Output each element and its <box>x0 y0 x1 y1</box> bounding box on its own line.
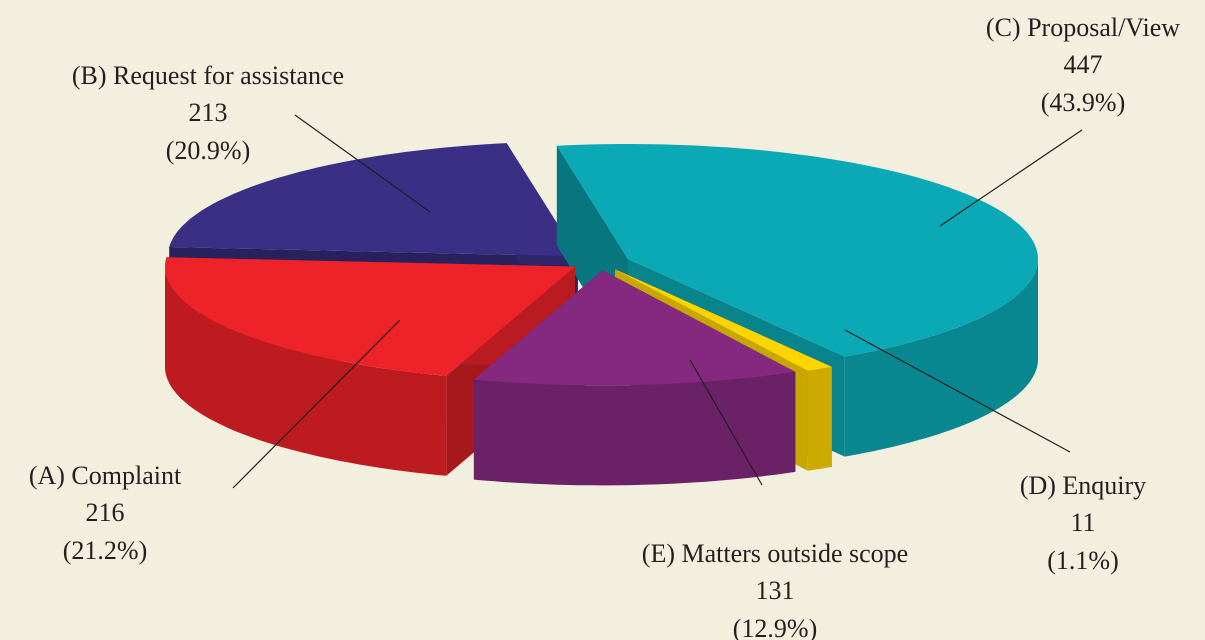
value-label: 131 <box>756 576 795 605</box>
slice-side <box>844 259 1038 457</box>
pie <box>165 143 1038 486</box>
leader-line <box>689 359 763 486</box>
percent-label: (43.9%) <box>1041 88 1125 117</box>
slice-side <box>165 266 447 476</box>
category-label: (D) Enquiry <box>1020 471 1146 500</box>
value-label: 213 <box>189 98 228 127</box>
category-label: (C) Proposal/View <box>986 13 1180 42</box>
percent-label: (20.9%) <box>166 136 250 165</box>
slice-side <box>473 371 796 486</box>
leader-line <box>232 319 401 489</box>
percent-label: (21.2%) <box>63 536 147 565</box>
value-label: 447 <box>1064 50 1103 79</box>
leader-line <box>294 114 431 213</box>
category-label: (B) Request for assistance <box>72 61 344 90</box>
slice <box>556 144 1038 357</box>
slice-side <box>807 366 832 471</box>
slice <box>169 143 578 257</box>
slice <box>165 257 575 376</box>
value-label: 216 <box>86 498 125 527</box>
slice <box>473 270 796 386</box>
value-label: 11 <box>1070 508 1095 537</box>
category-label: (E) Matters outside scope <box>642 539 908 568</box>
slice <box>165 257 575 476</box>
leader-line <box>939 129 1083 227</box>
slice <box>473 270 796 486</box>
slice <box>615 269 832 371</box>
percent-label: (1.1%) <box>1047 546 1118 575</box>
category-label: (A) Complaint <box>29 461 182 490</box>
leader-line <box>844 329 1071 453</box>
percent-label: (12.9%) <box>733 614 817 640</box>
labels: (A) Complaint 216 (21.2%) (B) Request for a… <box>29 13 1180 640</box>
